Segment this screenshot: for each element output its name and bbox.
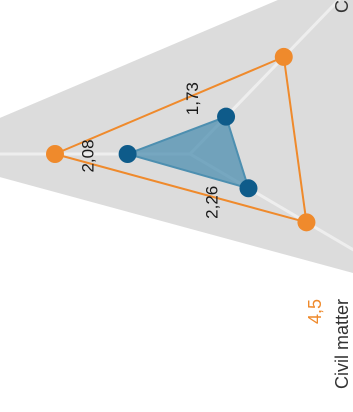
value-label: 2,08: [79, 139, 98, 172]
max-reference-points: [46, 47, 316, 232]
reference-point: [297, 213, 316, 232]
data-polygon: [124, 115, 250, 190]
data-point: [118, 145, 137, 163]
axis-label-civil-matter: Civil matter: [332, 299, 352, 389]
data-point: [239, 179, 258, 198]
data-points: [118, 107, 258, 198]
value-label: 2,26: [202, 186, 221, 219]
max-reference-polygon: [51, 55, 308, 224]
value-labels: 2,26 1,73 2,08: [79, 82, 222, 219]
data-point: [217, 107, 236, 126]
value-label: 1,73: [183, 82, 202, 115]
axis-label-top: C: [332, 0, 352, 13]
axis-max-label: 4,5: [305, 299, 325, 324]
reference-point: [274, 47, 293, 66]
reference-point: [46, 145, 64, 163]
